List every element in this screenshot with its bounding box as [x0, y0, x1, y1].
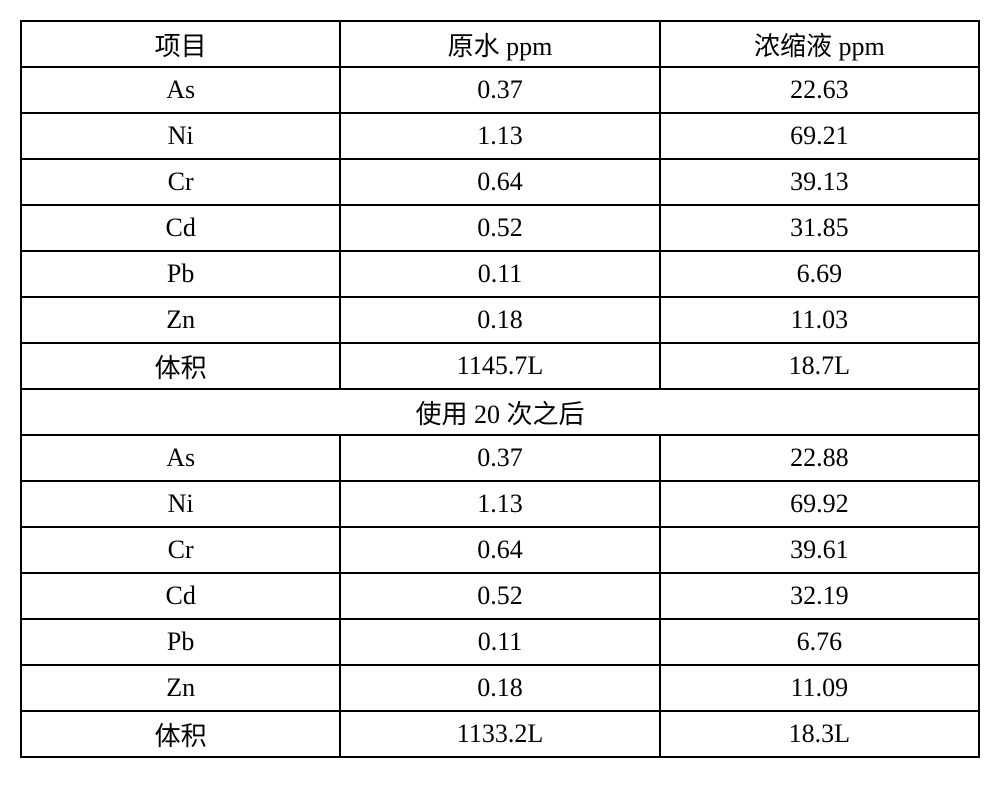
- cell-item: Cr: [21, 527, 340, 573]
- cell-raw: 0.64: [340, 527, 659, 573]
- cell-raw: 0.64: [340, 159, 659, 205]
- cell-raw: 0.52: [340, 205, 659, 251]
- cell-raw: 1133.2L: [340, 711, 659, 757]
- table-row: Ni 1.13 69.92: [21, 481, 979, 527]
- cell-conc: 22.88: [660, 435, 979, 481]
- cell-raw: 0.37: [340, 67, 659, 113]
- cell-conc: 39.13: [660, 159, 979, 205]
- cell-raw: 1.13: [340, 481, 659, 527]
- table-row: Ni 1.13 69.21: [21, 113, 979, 159]
- cell-conc: 11.03: [660, 297, 979, 343]
- cell-item: Pb: [21, 619, 340, 665]
- cell-conc: 18.7L: [660, 343, 979, 389]
- cell-item: 体积: [21, 343, 340, 389]
- cell-raw: 0.37: [340, 435, 659, 481]
- table-row: Cr 0.64 39.13: [21, 159, 979, 205]
- data-table-container: 项目 原水 ppm 浓缩液 ppm As 0.37 22.63 Ni 1.13 …: [20, 20, 980, 758]
- table-row: Cr 0.64 39.61: [21, 527, 979, 573]
- table-row: Pb 0.11 6.76: [21, 619, 979, 665]
- cell-conc: 6.76: [660, 619, 979, 665]
- table-row: Cd 0.52 31.85: [21, 205, 979, 251]
- cell-conc: 18.3L: [660, 711, 979, 757]
- header-cell-concentrate: 浓缩液 ppm: [660, 21, 979, 67]
- table-row: Zn 0.18 11.09: [21, 665, 979, 711]
- cell-item: Zn: [21, 297, 340, 343]
- table-row: 体积 1133.2L 18.3L: [21, 711, 979, 757]
- table-row: As 0.37 22.88: [21, 435, 979, 481]
- cell-item: Cd: [21, 573, 340, 619]
- cell-conc: 39.61: [660, 527, 979, 573]
- cell-conc: 6.69: [660, 251, 979, 297]
- cell-conc: 31.85: [660, 205, 979, 251]
- cell-item: Ni: [21, 113, 340, 159]
- table-row: Zn 0.18 11.03: [21, 297, 979, 343]
- cell-raw: 0.18: [340, 297, 659, 343]
- cell-raw: 0.11: [340, 251, 659, 297]
- table-divider-row: 使用 20 次之后: [21, 389, 979, 435]
- cell-raw: 0.11: [340, 619, 659, 665]
- cell-item: Ni: [21, 481, 340, 527]
- cell-conc: 11.09: [660, 665, 979, 711]
- cell-item: As: [21, 67, 340, 113]
- table-body: 项目 原水 ppm 浓缩液 ppm As 0.37 22.63 Ni 1.13 …: [21, 21, 979, 757]
- cell-item: Cd: [21, 205, 340, 251]
- cell-conc: 69.92: [660, 481, 979, 527]
- table-row: Cd 0.52 32.19: [21, 573, 979, 619]
- cell-item: Cr: [21, 159, 340, 205]
- cell-conc: 69.21: [660, 113, 979, 159]
- header-cell-raw-water: 原水 ppm: [340, 21, 659, 67]
- header-cell-item: 项目: [21, 21, 340, 67]
- cell-raw: 1.13: [340, 113, 659, 159]
- table-row: Pb 0.11 6.69: [21, 251, 979, 297]
- table-row: 体积 1145.7L 18.7L: [21, 343, 979, 389]
- cell-conc: 22.63: [660, 67, 979, 113]
- cell-item: As: [21, 435, 340, 481]
- cell-raw: 0.52: [340, 573, 659, 619]
- cell-item: Pb: [21, 251, 340, 297]
- divider-cell: 使用 20 次之后: [21, 389, 979, 435]
- table-header-row: 项目 原水 ppm 浓缩液 ppm: [21, 21, 979, 67]
- cell-item: 体积: [21, 711, 340, 757]
- cell-raw: 0.18: [340, 665, 659, 711]
- cell-conc: 32.19: [660, 573, 979, 619]
- table-row: As 0.37 22.63: [21, 67, 979, 113]
- cell-raw: 1145.7L: [340, 343, 659, 389]
- data-table: 项目 原水 ppm 浓缩液 ppm As 0.37 22.63 Ni 1.13 …: [20, 20, 980, 758]
- cell-item: Zn: [21, 665, 340, 711]
